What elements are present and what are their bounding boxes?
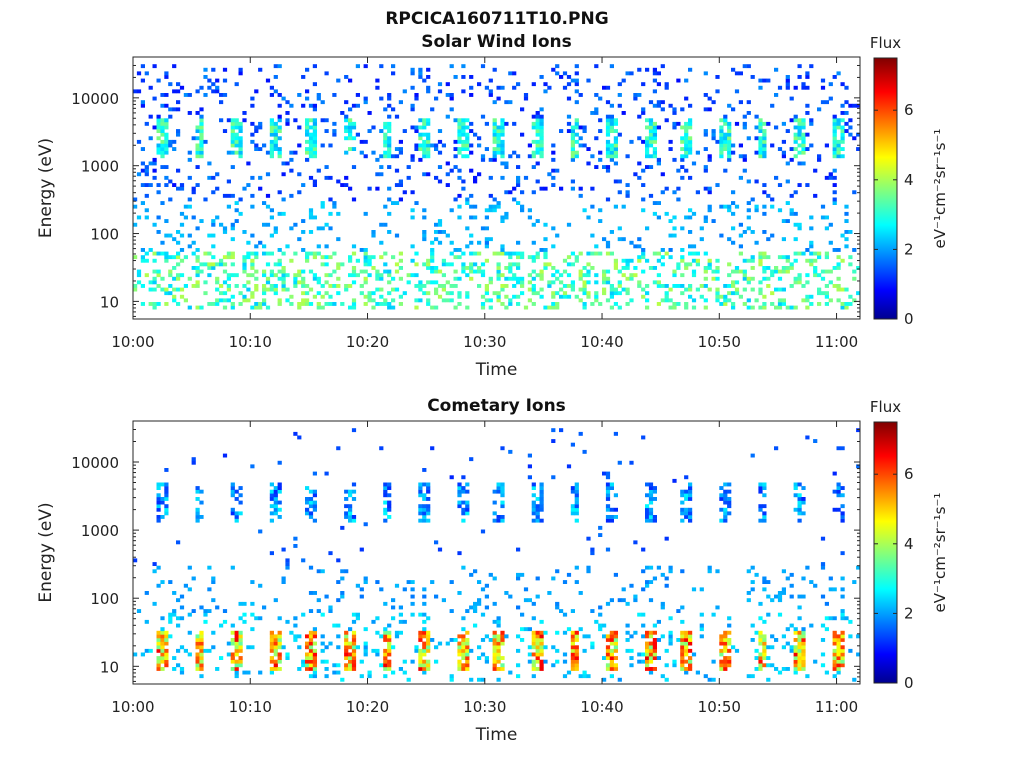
solar-wind-panel: Solar Wind Ions 10:00 10:10 10:20 10:30 10:40… — [36, 32, 949, 380]
panel-title: Cometary Ions — [427, 396, 566, 416]
y-axis-label: Energy (eV) — [36, 138, 56, 238]
x-tick-label: 10:00 — [111, 333, 154, 351]
cometary-panel: Cometary Ions 10:00 10:10 10:20 10:30 10:40 10… — [36, 396, 949, 745]
colorbar-tick-label: 2 — [904, 240, 914, 258]
x-axis-label: Time — [475, 360, 518, 380]
colorbar-title: Flux — [870, 398, 901, 416]
y-tick-label: 1000 — [81, 158, 119, 176]
x-tick-label: 10:50 — [698, 698, 741, 716]
x-tick-label: 10:30 — [463, 698, 506, 716]
colorbar-tick-label: 6 — [904, 101, 914, 119]
x-tick-label: 10:40 — [580, 698, 623, 716]
heatmap-cells — [133, 428, 861, 682]
y-axis-label: Energy (eV) — [36, 502, 56, 602]
colorbar-tick-label: 4 — [904, 535, 914, 553]
y-tick-label: 10000 — [71, 90, 119, 108]
y-tick-label: 10000 — [71, 454, 119, 472]
x-tick-label: 10:10 — [229, 698, 272, 716]
colorbar — [874, 422, 897, 683]
x-tick-label: 11:00 — [815, 333, 858, 351]
x-tick-label: 11:00 — [815, 698, 858, 716]
x-tick-label: 10:10 — [229, 333, 272, 351]
axes-frame — [132, 420, 861, 685]
y-tick-label: 1000 — [81, 522, 119, 540]
heatmap-cells — [133, 64, 861, 310]
x-tick-label: 10:30 — [463, 333, 506, 351]
y-tick-label: 100 — [90, 590, 119, 608]
panel-title: Solar Wind Ions — [421, 32, 572, 52]
colorbar-tick-label: 6 — [904, 465, 914, 483]
colorbar-tick-label: 4 — [904, 171, 914, 189]
colorbar-tick-label: 0 — [904, 674, 914, 692]
x-axis-label: Time — [475, 725, 518, 745]
colorbar-tick-label: 2 — [904, 604, 914, 622]
x-tick-label: 10:50 — [698, 333, 741, 351]
x-tick-label: 10:40 — [580, 333, 623, 351]
colorbar-label: eV⁻¹cm⁻²sr⁻¹s⁻¹ — [931, 129, 949, 249]
y-tick-label: 100 — [90, 226, 119, 244]
colorbar-title: Flux — [870, 34, 901, 52]
colorbar — [874, 58, 897, 319]
figure-title: RPCICA160711T10.PNG — [385, 9, 608, 29]
colorbar-tick-label: 0 — [904, 310, 914, 328]
colorbar-label: eV⁻¹cm⁻²sr⁻¹s⁻¹ — [931, 493, 949, 613]
x-tick-label: 10:20 — [346, 698, 389, 716]
x-tick-label: 10:00 — [111, 698, 154, 716]
axes-frame — [132, 56, 861, 320]
y-tick-label: 10 — [100, 293, 119, 311]
y-tick-label: 10 — [100, 658, 119, 676]
x-tick-label: 10:20 — [346, 333, 389, 351]
